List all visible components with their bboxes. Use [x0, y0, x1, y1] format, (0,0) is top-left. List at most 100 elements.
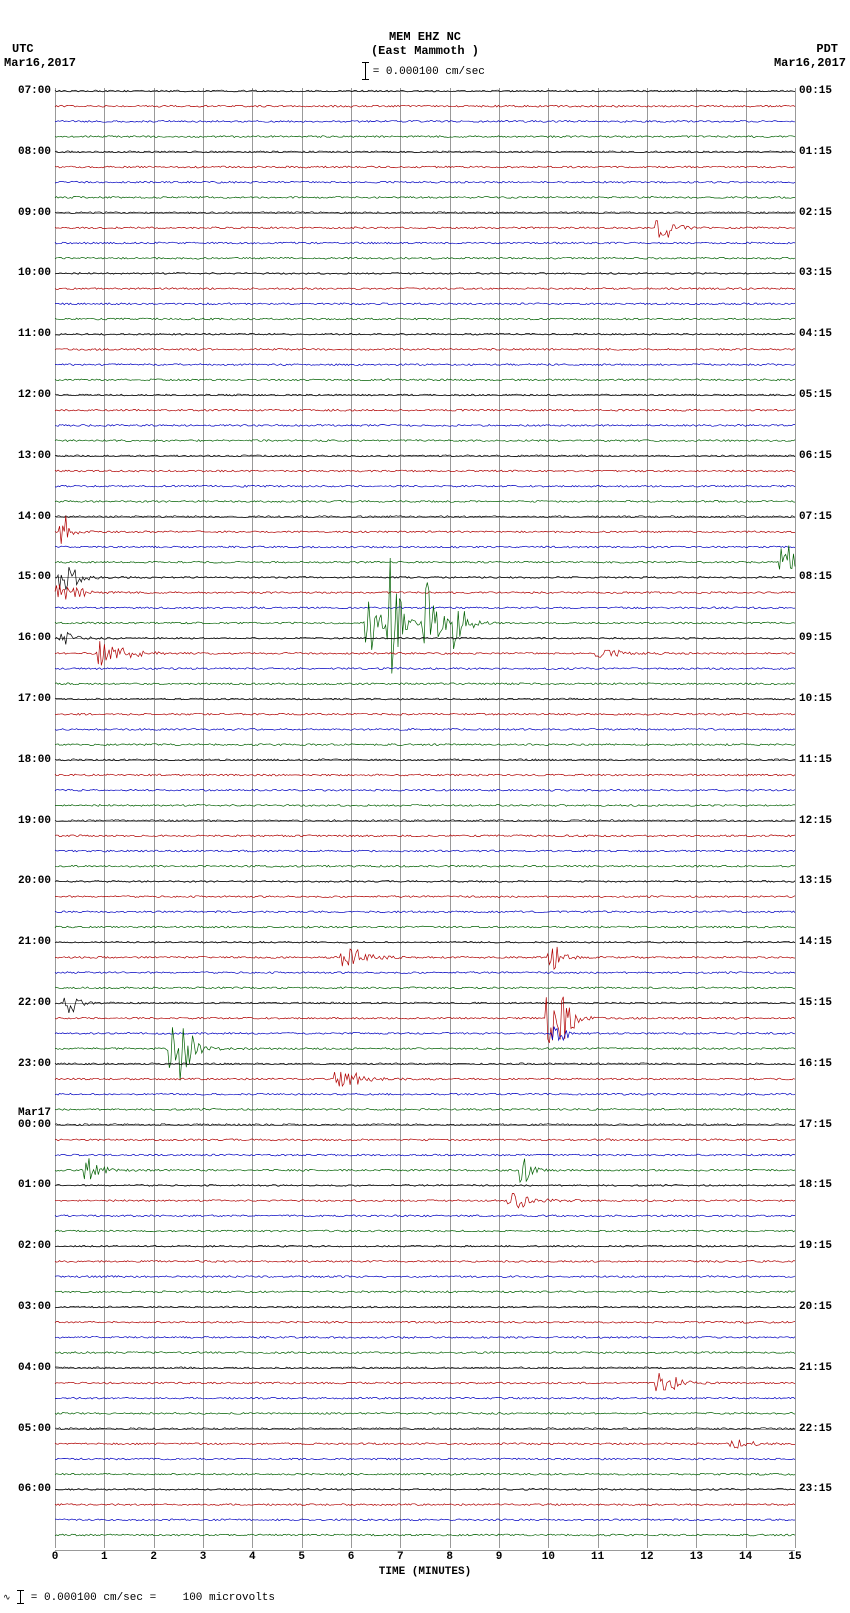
- seismic-trace: [55, 713, 795, 715]
- trace-layer: [55, 88, 795, 1548]
- seismic-trace: [55, 1124, 795, 1126]
- left-time-label: 03:00: [18, 1301, 51, 1313]
- right-time-label: 09:15: [799, 632, 832, 644]
- left-time-label: 00:00: [18, 1119, 51, 1131]
- right-tz: PDT: [816, 42, 838, 56]
- seismic-trace: [55, 349, 795, 351]
- left-time-label: 06:00: [18, 1483, 51, 1495]
- seismic-trace: [55, 896, 795, 898]
- seismic-trace: [55, 1373, 795, 1391]
- left-time-label: 07:00: [18, 85, 51, 97]
- left-time-label: 14:00: [18, 511, 51, 523]
- seismic-trace: [55, 273, 795, 275]
- seismic-trace: [55, 820, 795, 822]
- seismic-trace: [55, 455, 795, 457]
- left-time-label: 16:00: [18, 632, 51, 644]
- right-time-label: 22:15: [799, 1423, 832, 1435]
- footer-scale: ∿ = 0.000100 cm/sec = 100 microvolts: [3, 1590, 275, 1604]
- right-time-label: 14:15: [799, 936, 832, 948]
- x-tick: 2: [150, 1551, 157, 1563]
- seismic-trace: [55, 972, 795, 974]
- x-tick: 1: [101, 1551, 108, 1563]
- seismic-trace: [55, 1291, 795, 1293]
- right-time-label: 17:15: [799, 1119, 832, 1131]
- right-time-label: 13:15: [799, 875, 832, 887]
- seismic-trace: [55, 1276, 795, 1278]
- scale-block: = 0.000100 cm/sec: [0, 62, 850, 80]
- seismic-trace: [55, 998, 795, 1013]
- x-tick: 11: [591, 1551, 604, 1563]
- seismic-trace: [55, 1337, 795, 1339]
- seismic-trace: [55, 151, 795, 153]
- left-time-label: 21:00: [18, 936, 51, 948]
- seismic-trace: [55, 850, 795, 852]
- station-code: MEM EHZ NC: [0, 30, 850, 44]
- seismic-trace: [55, 1261, 795, 1263]
- left-date: Mar16,2017: [4, 56, 76, 70]
- left-time-label: 23:00: [18, 1058, 51, 1070]
- seismic-trace: [55, 136, 795, 138]
- seismic-trace: [55, 941, 795, 943]
- x-axis-label: TIME (MINUTES): [55, 1566, 795, 1578]
- seismic-trace: [55, 789, 795, 791]
- seismic-trace: [55, 668, 795, 670]
- seismic-trace: [55, 501, 795, 503]
- seismic-trace: [55, 1367, 795, 1369]
- seismic-trace: [55, 865, 795, 867]
- seismic-trace: [55, 1072, 795, 1086]
- x-tick: 14: [739, 1551, 752, 1563]
- day-break-label: Mar17: [18, 1107, 51, 1119]
- x-tick: 5: [298, 1551, 305, 1563]
- x-tick: 3: [200, 1551, 207, 1563]
- left-time-label: 19:00: [18, 815, 51, 827]
- right-time-label: 19:15: [799, 1240, 832, 1252]
- right-time-label: 16:15: [799, 1058, 832, 1070]
- left-time-label: 20:00: [18, 875, 51, 887]
- left-time-label: 12:00: [18, 389, 51, 401]
- seismic-trace: [55, 744, 795, 746]
- seismic-trace: [55, 1534, 795, 1536]
- seismic-trace: [55, 1321, 795, 1323]
- seismic-trace: [55, 1306, 795, 1308]
- seismic-trace: [55, 257, 795, 259]
- seismic-trace: [55, 516, 795, 518]
- scale-bar-icon: [365, 62, 366, 80]
- helicorder-plot: 07:0008:0009:0010:0011:0012:0013:0014:00…: [55, 88, 795, 1548]
- left-time-label: 02:00: [18, 1240, 51, 1252]
- seismic-trace: [55, 1230, 795, 1232]
- seismic-trace: [55, 1027, 795, 1080]
- seismic-trace: [55, 1413, 795, 1415]
- x-tick: 13: [690, 1551, 703, 1563]
- left-time-label: 18:00: [18, 754, 51, 766]
- seismic-trace: [55, 911, 795, 913]
- seismic-trace: [55, 1473, 795, 1475]
- x-tick: 12: [640, 1551, 653, 1563]
- left-time-label: 01:00: [18, 1179, 51, 1191]
- seismic-trace: [55, 221, 795, 238]
- x-tick: 10: [542, 1551, 555, 1563]
- seismic-trace: [55, 546, 795, 548]
- seismic-trace: [55, 425, 795, 427]
- right-time-label: 12:15: [799, 815, 832, 827]
- seismic-trace: [55, 166, 795, 168]
- seismic-trace: [55, 1352, 795, 1354]
- seismic-trace: [55, 121, 795, 123]
- right-time-label: 05:15: [799, 389, 832, 401]
- left-time-label: 04:00: [18, 1362, 51, 1374]
- seismic-trace: [55, 1245, 795, 1247]
- seismic-trace: [55, 1428, 795, 1430]
- left-time-label: 11:00: [18, 328, 51, 340]
- seismic-trace: [55, 379, 795, 381]
- seismic-trace: [55, 1519, 795, 1521]
- seismic-trace: [55, 641, 795, 665]
- seismic-trace: [55, 1063, 795, 1065]
- left-time-label: 09:00: [18, 207, 51, 219]
- seismic-trace: [55, 558, 795, 674]
- left-time-label: 05:00: [18, 1423, 51, 1435]
- right-time-label: 04:15: [799, 328, 832, 340]
- seismic-trace: [55, 105, 795, 107]
- x-tick: 15: [788, 1551, 801, 1563]
- seismic-trace: [55, 1093, 795, 1095]
- seismic-trace: [55, 1027, 795, 1041]
- seismic-trace: [55, 1397, 795, 1399]
